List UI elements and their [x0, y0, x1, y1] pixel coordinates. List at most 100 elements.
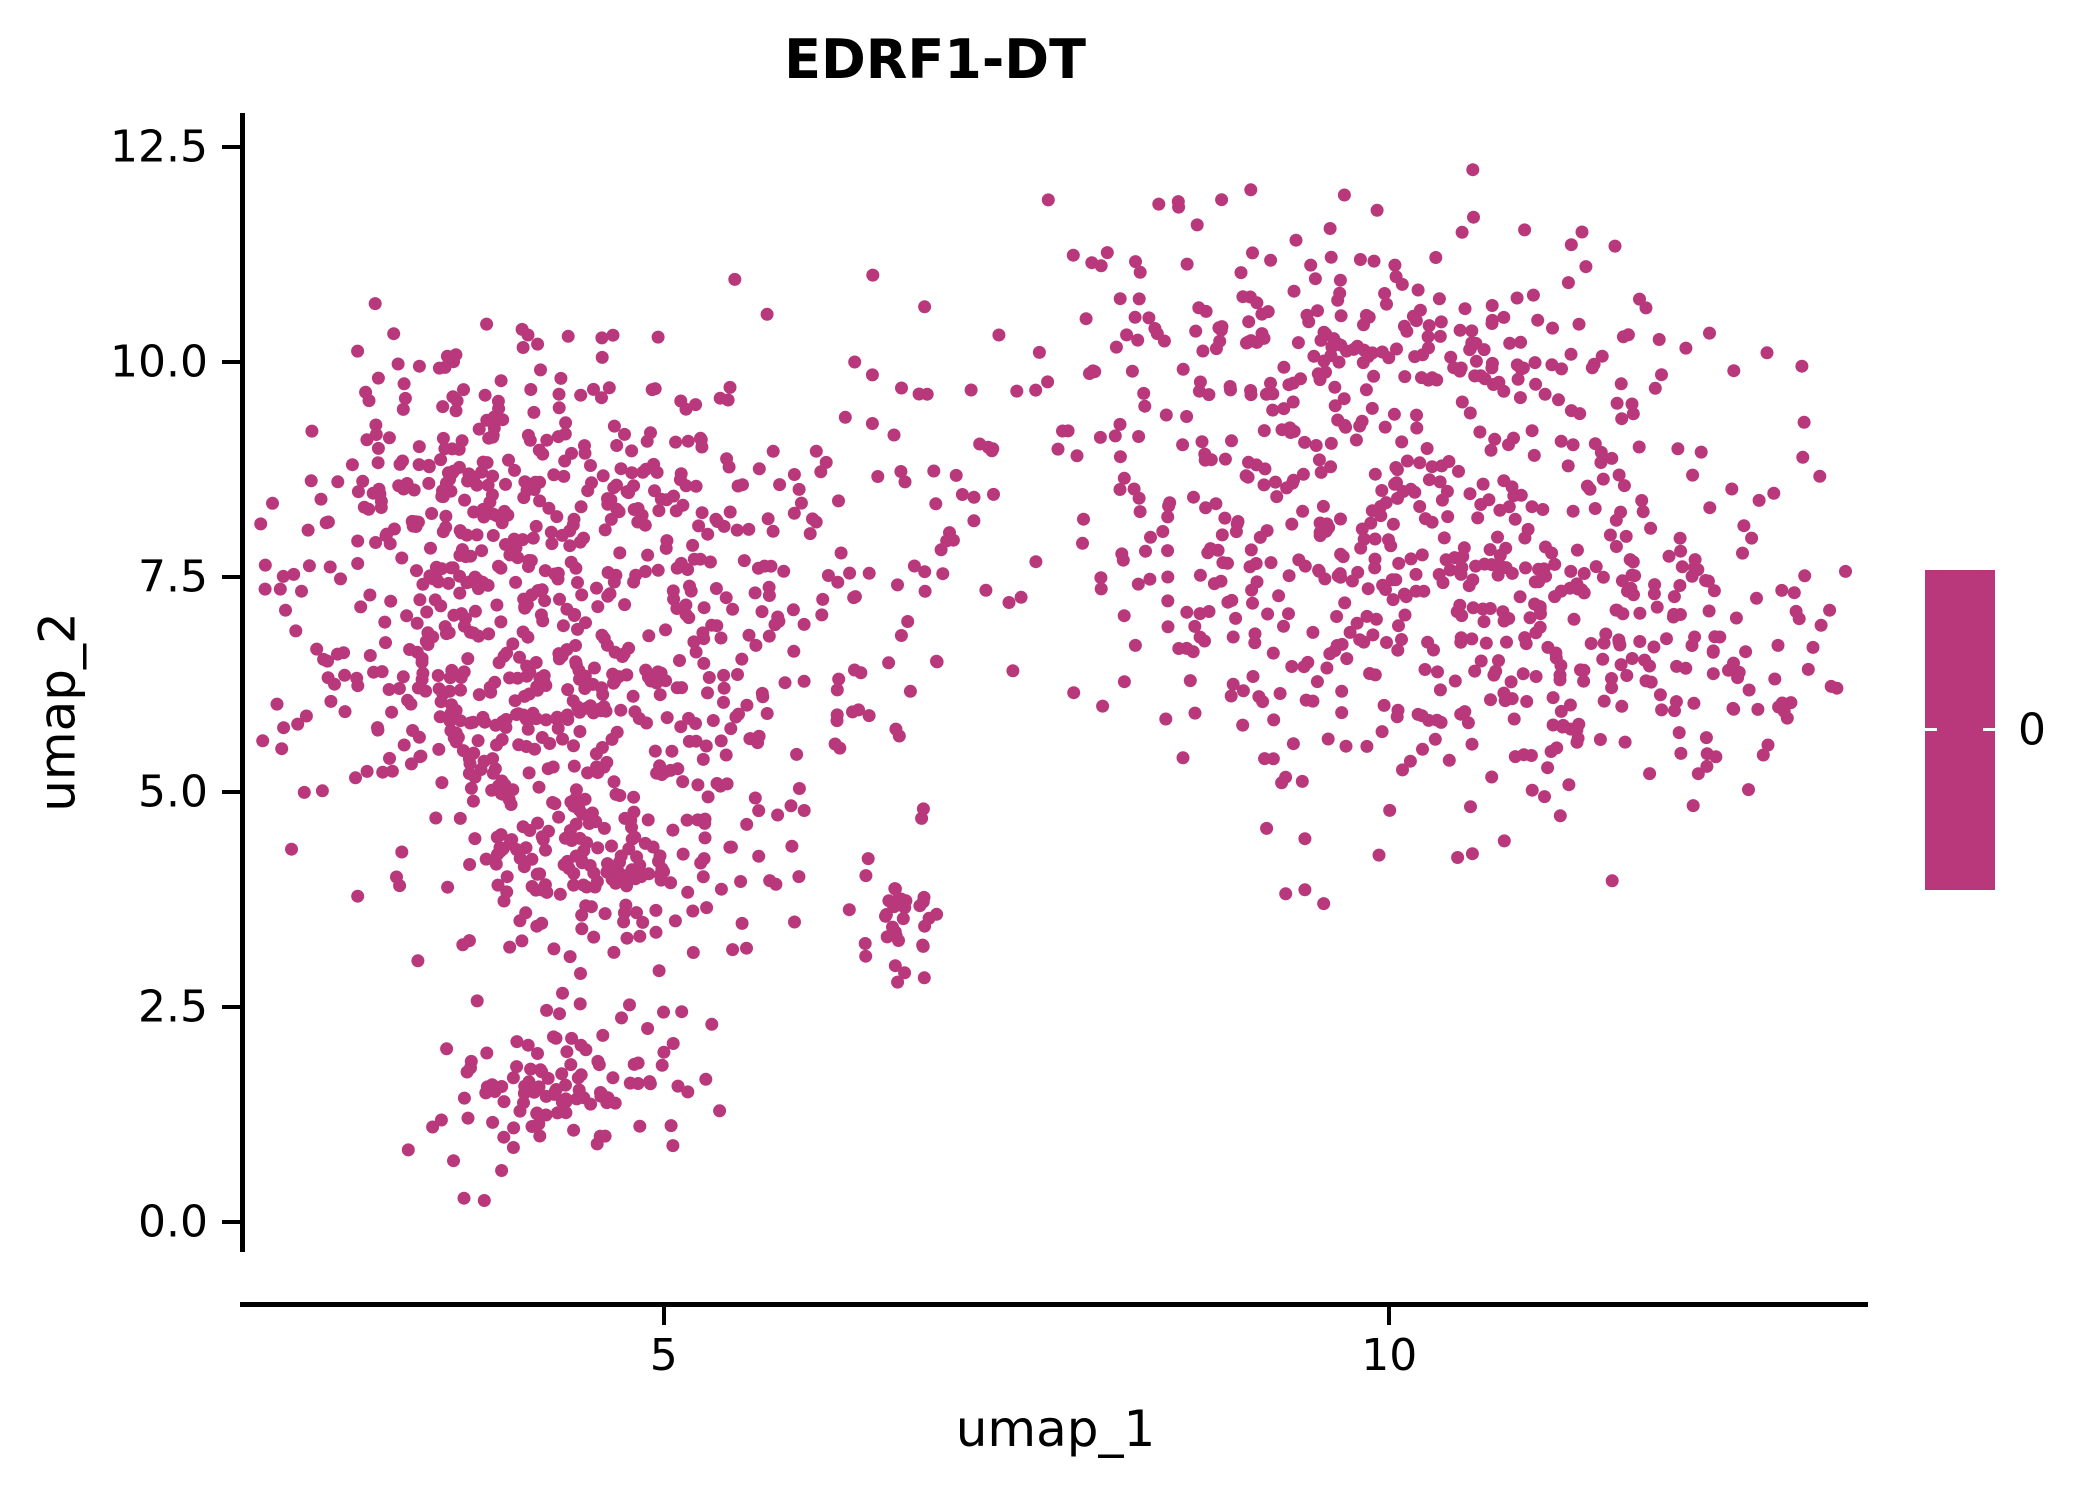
- scatter-point: [1775, 583, 1789, 597]
- scatter-point: [730, 523, 744, 537]
- scatter-point: [667, 592, 681, 606]
- scatter-point: [1519, 561, 1532, 575]
- scatter-point: [434, 1113, 448, 1127]
- scatter-point: [1270, 490, 1284, 504]
- scatter-point: [1330, 610, 1344, 623]
- scatter-point: [610, 439, 624, 452]
- scatter-point: [1389, 270, 1403, 284]
- scatter-point: [485, 783, 499, 797]
- scatter-point: [1737, 519, 1751, 533]
- scatter-point: [560, 643, 574, 657]
- scatter-point: [1699, 574, 1713, 587]
- scatter-point: [501, 508, 515, 522]
- scatter-point: [483, 680, 497, 694]
- scatter-point: [539, 843, 552, 857]
- scatter-point: [1152, 197, 1166, 211]
- scatter-point: [492, 656, 506, 670]
- scatter-point: [556, 732, 569, 746]
- scatter-point: [426, 572, 440, 586]
- scatter-point: [440, 349, 454, 363]
- scatter-point: [1525, 424, 1539, 438]
- scatter-point: [371, 456, 385, 470]
- scatter-point: [1161, 510, 1175, 524]
- scatter-point: [1117, 471, 1131, 485]
- scatter-point: [695, 506, 709, 520]
- scatter-point: [557, 858, 571, 872]
- scatter-point: [1242, 315, 1256, 329]
- scatter-point: [1584, 637, 1598, 650]
- scatter-point: [1597, 694, 1611, 708]
- scatter-point: [387, 327, 401, 341]
- scatter-point: [494, 374, 508, 388]
- scatter-point: [393, 879, 407, 893]
- scatter-point: [573, 725, 587, 738]
- scatter-point: [1213, 334, 1227, 348]
- scatter-point: [654, 492, 668, 506]
- scatter-point: [1615, 699, 1629, 713]
- scatter-point: [1440, 484, 1454, 498]
- scatter-point: [1355, 522, 1369, 536]
- scatter-point: [270, 697, 284, 711]
- scatter-point: [1467, 210, 1480, 224]
- scatter-point: [1202, 388, 1216, 402]
- scatter-point: [1614, 658, 1628, 672]
- scatter-point: [1289, 233, 1303, 247]
- scatter-point: [1492, 654, 1505, 668]
- scatter-point: [1260, 821, 1274, 835]
- scatter-point: [1484, 443, 1498, 457]
- scatter-point: [1396, 763, 1409, 777]
- scatter-point: [1088, 365, 1102, 379]
- scatter-point: [600, 755, 614, 769]
- scatter-point: [1113, 450, 1127, 464]
- scatter-point: [1633, 292, 1646, 306]
- scatter-point: [1593, 733, 1607, 746]
- scatter-point: [622, 842, 636, 856]
- scatter-point: [1415, 709, 1429, 723]
- scatter-point: [470, 994, 484, 1008]
- scatter-point: [1713, 630, 1727, 644]
- scatter-point: [1399, 590, 1413, 604]
- scatter-point: [532, 780, 546, 794]
- scatter-point: [1236, 718, 1250, 732]
- scatter-point: [1703, 501, 1717, 515]
- scatter-point: [605, 839, 618, 853]
- scatter-point: [1570, 543, 1584, 557]
- scatter-point: [506, 1141, 520, 1154]
- scatter-point: [618, 598, 632, 612]
- scatter-point: [495, 774, 509, 788]
- scatter-point: [531, 337, 545, 351]
- scatter-point: [1687, 696, 1701, 710]
- scatter-point: [1372, 848, 1386, 862]
- scatter-point: [1752, 493, 1766, 507]
- scatter-point: [1041, 375, 1055, 389]
- scatter-point: [1323, 222, 1337, 235]
- scatter-point: [625, 466, 639, 480]
- scatter-point: [891, 578, 904, 592]
- scatter-point: [643, 1075, 657, 1089]
- scatter-point: [398, 391, 412, 405]
- scatter-point: [1463, 487, 1477, 501]
- scatter-point: [439, 509, 453, 523]
- scatter-point: [1493, 503, 1507, 517]
- scatter-point: [587, 661, 601, 675]
- scatter-point: [1320, 661, 1334, 675]
- scatter-point: [1244, 183, 1258, 197]
- scatter-point: [1313, 529, 1327, 543]
- scatter-point: [1125, 364, 1139, 378]
- scatter-point: [834, 546, 848, 560]
- scatter-point: [1409, 584, 1423, 598]
- scatter-point: [703, 555, 717, 569]
- scatter-point: [1577, 674, 1591, 688]
- scatter-point: [1093, 430, 1107, 444]
- scatter-point: [1567, 612, 1581, 626]
- scatter-point: [1554, 434, 1568, 448]
- scatter-point: [383, 537, 397, 551]
- scatter-point: [1499, 541, 1513, 555]
- scatter-point: [1395, 633, 1408, 646]
- scatter-point: [723, 380, 737, 394]
- scatter-point: [1596, 652, 1610, 666]
- scatter-point: [1285, 517, 1299, 531]
- colorbar[interactable]: [1925, 570, 1995, 890]
- scatter-point: [1580, 479, 1594, 493]
- scatter-point: [832, 672, 846, 686]
